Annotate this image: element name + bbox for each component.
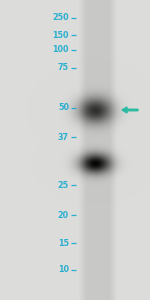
Text: 37: 37 bbox=[58, 133, 69, 142]
FancyArrow shape bbox=[122, 107, 138, 113]
Text: 15: 15 bbox=[58, 238, 69, 247]
Text: 20: 20 bbox=[58, 211, 69, 220]
Text: 75: 75 bbox=[58, 64, 69, 73]
Text: 50: 50 bbox=[58, 103, 69, 112]
Text: 150: 150 bbox=[52, 31, 69, 40]
Text: 250: 250 bbox=[52, 14, 69, 22]
Text: 100: 100 bbox=[52, 46, 69, 55]
Text: 10: 10 bbox=[58, 266, 69, 274]
Text: 25: 25 bbox=[58, 181, 69, 190]
